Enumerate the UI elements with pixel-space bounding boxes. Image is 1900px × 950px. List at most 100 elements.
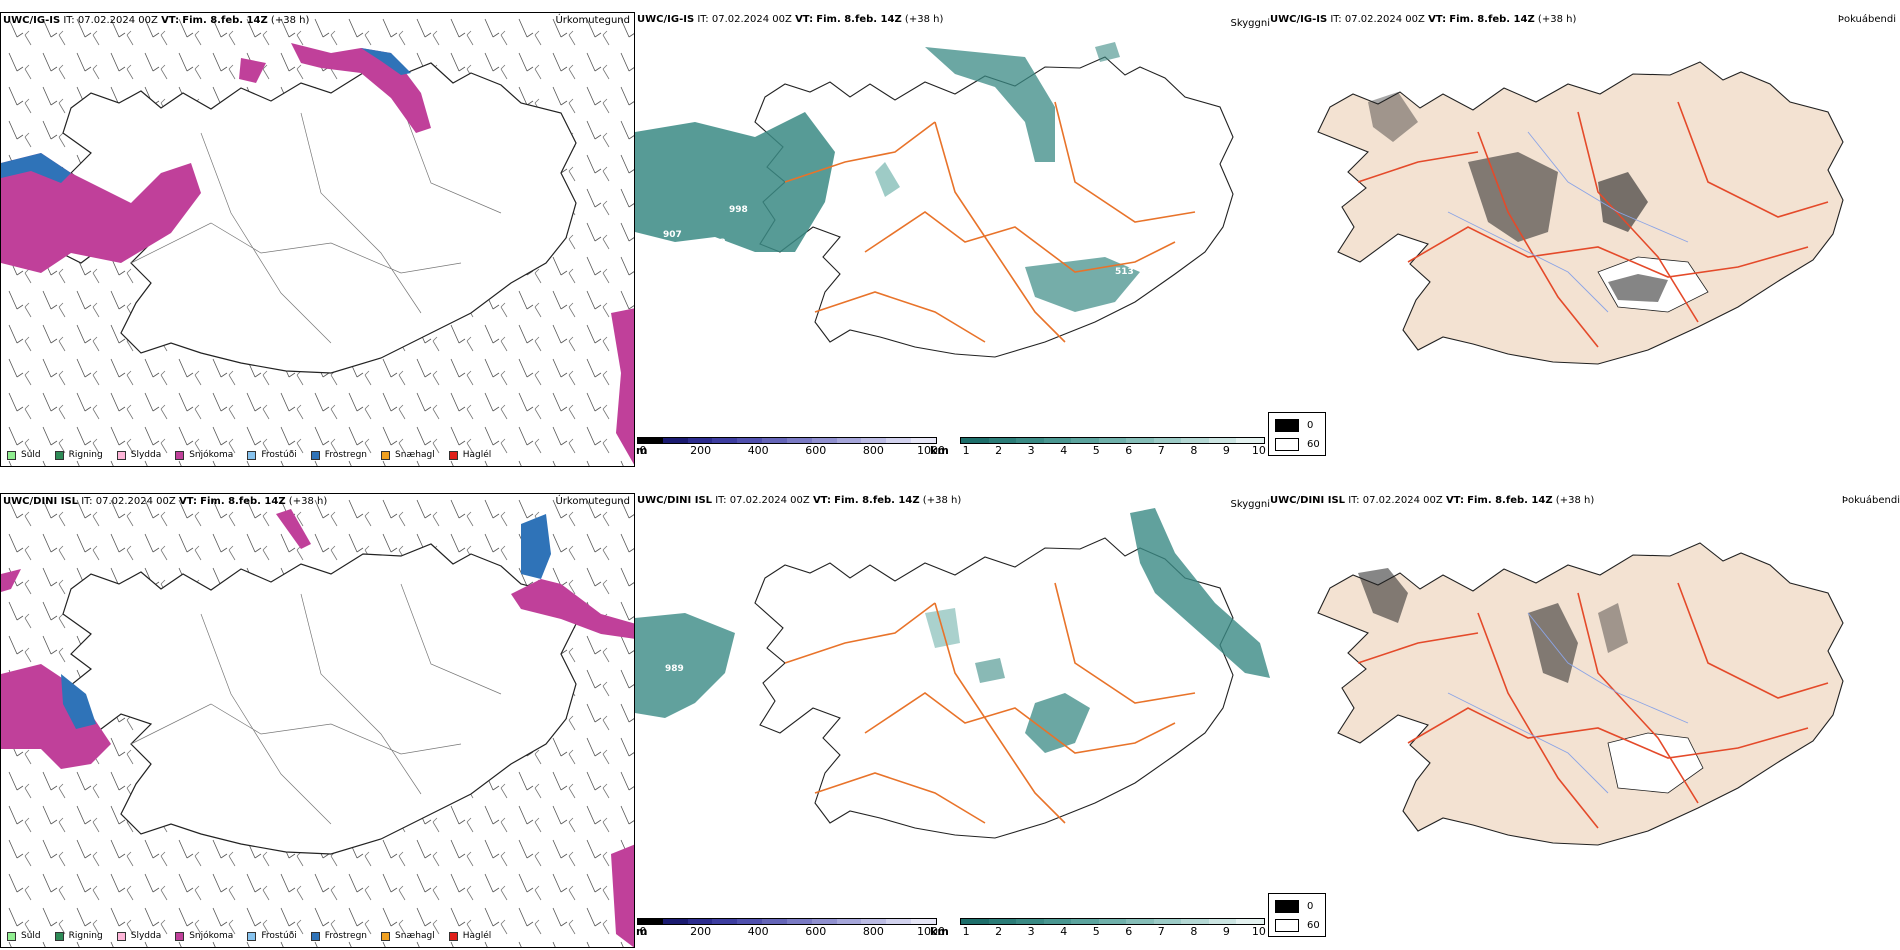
colorbar-tick-label: 8: [1190, 444, 1198, 457]
visibility-colorbar: 1 2 3 4 5 6 7 8 9 10 km: [930, 437, 1266, 457]
visibility-colorbar-bar: [960, 437, 1265, 444]
legend-item-rain: Rigning: [54, 931, 103, 941]
colorbar-tick-label: 0: [639, 444, 647, 457]
legend-item-graupel: Snæhagl: [381, 450, 435, 460]
colorbar-segment: [961, 919, 989, 924]
fog-legend-min: 0: [1307, 420, 1314, 431]
colorbar-segment: [911, 438, 936, 443]
colorbar-tick-label: 9: [1222, 925, 1230, 938]
colorbar-segment: [811, 438, 837, 443]
precip-type-panel-top: UWC/IG-IS IT: 07.02.2024 00Z VT: Fim. 8.…: [0, 12, 635, 467]
iceland-coastline: [754, 537, 1234, 839]
colorbar-tick-label: 5: [1092, 925, 1100, 938]
panel-title-fog-index: Þokuábendi: [1841, 495, 1900, 506]
colorbar-segment: [712, 438, 738, 443]
colorbar-tick-label: 10: [1251, 925, 1266, 938]
colorbar-segment: [786, 919, 812, 924]
visibility-unit: km: [930, 444, 949, 457]
legend-item-freezing-rain: Frostregn: [310, 450, 367, 460]
colorbar-segment: [988, 919, 1017, 924]
colorbar-segment: [662, 438, 688, 443]
colorbar-tick-label: 1000: [917, 444, 945, 457]
colorbar-segment: [836, 919, 862, 924]
legend-item-freezing-drizzle: Frostúði: [247, 931, 297, 941]
visibility-colorbar-ticks: 1 2 3 4 5 6 7 8 9 10: [960, 444, 1266, 457]
colorbar-tick-label: 600: [805, 925, 827, 938]
colorbar-segment: [1126, 438, 1154, 443]
visibility-map-top: 998 998 907 352 447 513: [635, 42, 1234, 358]
colorbar-segment: [1153, 438, 1182, 443]
colorbar-tick-label: 2: [995, 444, 1003, 457]
colorbar-segment: [687, 919, 713, 924]
ceiling-unit: m: [636, 925, 648, 938]
road-network: [784, 582, 1196, 824]
colorbar-segment: [1208, 438, 1237, 443]
colorbar-segment: [911, 919, 936, 924]
colorbar-segment: [1236, 438, 1265, 443]
low-visibility-area-west: [635, 613, 735, 718]
iceland-coastline: [754, 56, 1234, 358]
colorbar-segment: [1071, 438, 1099, 443]
visibility-unit: km: [930, 925, 949, 938]
colorbar-tick-label: 1: [962, 925, 970, 938]
colorbar-segment: [988, 438, 1017, 443]
colorbar-segment: [1181, 438, 1209, 443]
fog-legend-max: 60: [1307, 920, 1320, 931]
panel-title-precip-type: Úrkomutegund: [555, 496, 630, 507]
legend-item-freezing-drizzle: Frostúði: [247, 450, 297, 460]
panel-title-fog-index: Þokuábendi: [1837, 14, 1896, 25]
visibility-label: 998: [717, 63, 736, 73]
precip-type-legend: Súld Rigning Slydda Snjókoma Frostúði Fr…: [7, 931, 491, 941]
fog-index-panel-bottom: UWC/DINI ISL IT: 07.02.2024 00Z VT: Fim.…: [1268, 493, 1900, 950]
ceiling-colorbar-bar: [637, 918, 937, 925]
precip-type-map-bottom: [1, 494, 634, 947]
panel-header: UWC/IG-IS IT: 07.02.2024 00Z VT: Fim. 8.…: [1270, 14, 1577, 25]
colorbar-segment: [1181, 919, 1209, 924]
colorbar-segment: [836, 438, 862, 443]
colorbar-segment: [737, 438, 763, 443]
legend-item-freezing-rain: Frostregn: [310, 931, 367, 941]
visibility-map-bottom: 989 643 535: [635, 508, 1270, 839]
legend-item-rain: Rigning: [54, 450, 103, 460]
visibility-colorbar-ticks: 1 2 3 4 5 6 7 8 9 10: [960, 925, 1266, 938]
legend-item-sleet: Slydda: [116, 450, 161, 460]
colorbar-segment: [1043, 919, 1072, 924]
snow-area-west: [1, 664, 111, 769]
visibility-label: 513: [1115, 267, 1134, 277]
colorbar-segment: [662, 919, 688, 924]
fog-index-legend: 0 60: [1268, 412, 1326, 456]
colorbar-segment: [737, 919, 763, 924]
colorbar-tick-label: 3: [1027, 925, 1035, 938]
colorbar-segment: [762, 919, 787, 924]
visibility-colorbar-bar: [960, 918, 1265, 925]
river-network: [1447, 612, 1689, 794]
ceiling-colorbar-bar: [637, 437, 937, 444]
visibility-label: 907: [663, 230, 682, 240]
iceland-coastline: [60, 543, 577, 855]
colorbar-segment: [1016, 919, 1044, 924]
colorbar-tick-label: 3: [1027, 444, 1035, 457]
visibility-panel-top: 998 998 907 352 447 513 UWC/IG-IS IT: 07…: [635, 12, 1270, 472]
colorbar-segment: [861, 919, 887, 924]
snow-area-west: [1, 153, 201, 273]
panel-header: UWC/DINI ISL IT: 07.02.2024 00Z VT: Fim.…: [1270, 495, 1595, 506]
fog-legend-max: 60: [1307, 439, 1320, 450]
visibility-label: 998: [729, 205, 748, 215]
colorbar-tick-label: 5: [1092, 444, 1100, 457]
visibility-label: 643: [1143, 611, 1162, 621]
colorbar-segment: [1016, 438, 1044, 443]
legend-item-drizzle: Súld: [7, 450, 41, 460]
ceiling-unit: m: [636, 444, 648, 457]
colorbar-segment: [1071, 919, 1099, 924]
low-visibility-area-west: [635, 112, 835, 252]
panel-title-visibility: Skyggni: [1230, 499, 1270, 510]
low-visibility-area-east: [1130, 508, 1270, 678]
colorbar-segment: [1098, 438, 1127, 443]
colorbar-tick-label: 0: [639, 925, 647, 938]
colorbar-segment: [1236, 919, 1265, 924]
colorbar-segment: [687, 438, 713, 443]
colorbar-segment: [1208, 919, 1237, 924]
colorbar-segment: [811, 919, 837, 924]
colorbar-tick-label: 4: [1060, 925, 1068, 938]
colorbar-segment: [712, 919, 738, 924]
